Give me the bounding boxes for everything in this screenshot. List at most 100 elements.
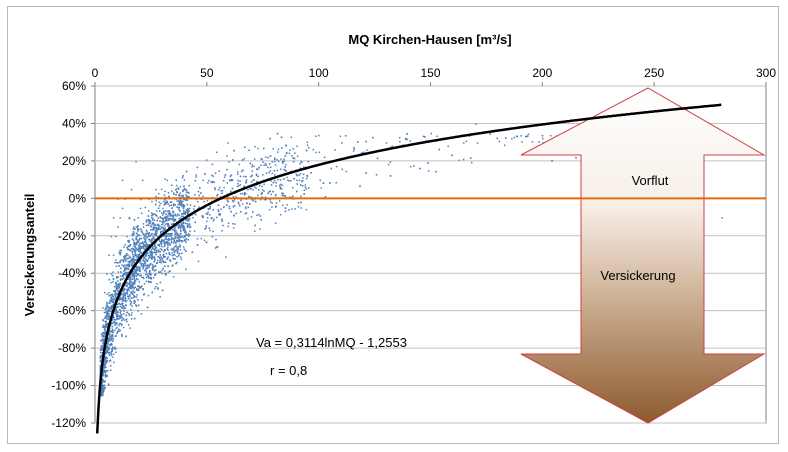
scatter-point bbox=[126, 271, 128, 274]
scatter-point bbox=[164, 216, 166, 219]
scatter-point bbox=[154, 233, 157, 235]
scatter-point bbox=[176, 241, 178, 243]
scatter-point bbox=[280, 136, 283, 139]
scatter-point bbox=[178, 208, 180, 211]
scatter-point bbox=[182, 236, 185, 238]
scatter-point bbox=[186, 219, 189, 222]
scatter-point bbox=[124, 307, 127, 310]
scatter-point bbox=[141, 179, 144, 182]
scatter-point bbox=[215, 238, 217, 241]
scatter-point bbox=[166, 201, 169, 204]
scatter-point bbox=[137, 298, 139, 301]
scatter-point bbox=[188, 184, 190, 187]
scatter-point bbox=[308, 187, 310, 189]
scatter-point bbox=[184, 213, 186, 215]
scatter-point bbox=[117, 271, 120, 273]
scatter-point bbox=[538, 141, 540, 143]
scatter-point bbox=[144, 248, 147, 250]
scatter-point bbox=[128, 249, 131, 252]
scatter-point bbox=[146, 245, 149, 247]
scatter-point bbox=[146, 251, 149, 254]
scatter-point bbox=[297, 201, 300, 204]
scatter-point bbox=[119, 260, 122, 262]
scatter-point bbox=[114, 308, 117, 311]
scatter-point bbox=[172, 276, 175, 278]
scatter-point bbox=[209, 229, 211, 232]
scatter-point bbox=[122, 298, 124, 301]
scatter-point bbox=[158, 226, 160, 229]
scatter-point bbox=[153, 233, 156, 236]
scatter-point bbox=[183, 179, 186, 181]
scatter-point bbox=[105, 305, 108, 307]
scatter-point bbox=[139, 251, 141, 253]
scatter-point bbox=[155, 210, 158, 212]
scatter-point bbox=[133, 295, 135, 297]
scatter-point bbox=[169, 201, 172, 203]
scatter-point bbox=[105, 346, 108, 349]
scatter-point bbox=[128, 255, 131, 258]
scatter-point bbox=[114, 290, 116, 292]
scatter-point bbox=[115, 293, 117, 296]
scatter-point bbox=[186, 199, 189, 201]
scatter-point bbox=[188, 207, 191, 210]
scatter-point bbox=[171, 232, 173, 235]
scatter-point bbox=[168, 253, 171, 255]
scatter-point bbox=[153, 251, 155, 254]
scatter-point bbox=[112, 337, 115, 340]
scatter-point bbox=[226, 155, 228, 157]
scatter-point bbox=[183, 198, 185, 201]
scatter-point bbox=[199, 187, 201, 189]
scatter-point bbox=[269, 155, 272, 157]
scatter-point bbox=[119, 285, 121, 287]
scatter-point bbox=[270, 184, 273, 186]
scatter-point bbox=[132, 278, 134, 280]
scatter-point bbox=[551, 160, 553, 162]
scatter-point bbox=[179, 236, 181, 239]
scatter-point bbox=[108, 278, 111, 281]
scatter-point bbox=[116, 326, 118, 329]
scatter-point bbox=[108, 294, 110, 297]
scatter-point bbox=[259, 198, 262, 201]
scatter-point bbox=[169, 217, 172, 220]
scatter-point bbox=[111, 306, 114, 309]
scatter-point bbox=[159, 281, 162, 284]
scatter-point bbox=[100, 360, 102, 363]
scatter-point bbox=[134, 280, 137, 282]
scatter-point bbox=[223, 206, 225, 208]
scatter-point bbox=[107, 347, 110, 349]
scatter-point bbox=[124, 254, 126, 257]
scatter-point bbox=[107, 339, 110, 341]
scatter-point bbox=[130, 308, 132, 311]
scatter-point bbox=[129, 281, 131, 284]
scatter-point bbox=[300, 195, 302, 197]
scatter-point bbox=[137, 285, 139, 287]
scatter-point bbox=[179, 192, 182, 194]
scatter-point bbox=[275, 181, 277, 184]
scatter-point bbox=[103, 389, 105, 392]
scatter-point bbox=[221, 192, 223, 195]
scatter-point bbox=[298, 179, 301, 181]
scatter-point bbox=[123, 292, 126, 294]
scatter-point bbox=[111, 337, 113, 340]
scatter-point bbox=[109, 351, 111, 354]
scatter-point bbox=[146, 267, 148, 270]
scatter-point bbox=[135, 265, 137, 268]
scatter-point bbox=[106, 345, 108, 347]
scatter-point bbox=[109, 331, 111, 333]
scatter-point bbox=[129, 256, 131, 259]
scatter-point bbox=[130, 248, 133, 250]
scatter-point bbox=[275, 205, 277, 208]
scatter-point bbox=[147, 215, 150, 217]
scatter-point bbox=[145, 219, 148, 221]
scatter-point bbox=[102, 326, 104, 328]
scatter-point bbox=[108, 352, 110, 354]
scatter-point bbox=[228, 161, 230, 163]
scatter-point bbox=[135, 273, 138, 275]
scatter-point bbox=[130, 263, 133, 266]
scatter-point bbox=[122, 274, 124, 277]
scatter-point bbox=[164, 178, 166, 180]
scatter-point bbox=[151, 219, 154, 221]
scatter-point bbox=[166, 210, 169, 213]
scatter-point bbox=[205, 213, 208, 215]
scatter-point bbox=[285, 170, 287, 172]
